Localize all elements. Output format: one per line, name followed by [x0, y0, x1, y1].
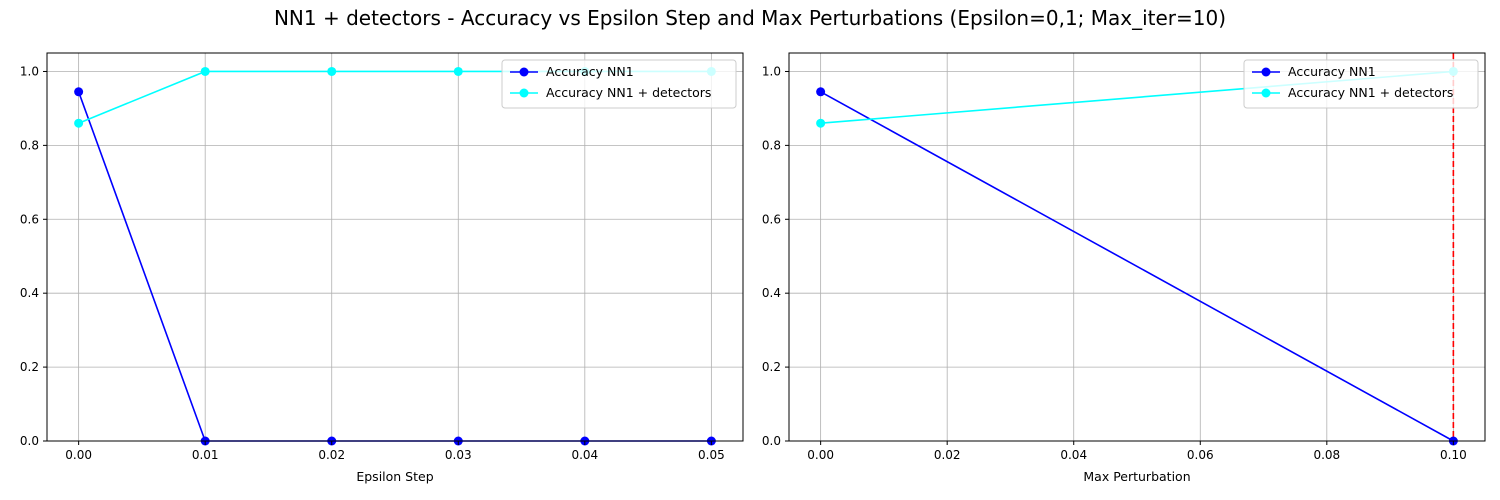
y-tick-label: 0.0	[762, 434, 781, 448]
legend-marker-1	[519, 88, 529, 98]
data-point	[453, 66, 463, 76]
y-tick-label: 0.0	[20, 434, 39, 448]
x-tick-label: 0.02	[318, 448, 345, 462]
y-tick-label: 1.0	[762, 64, 781, 78]
chart-epsilon-step: 0.00 0.01 0.02 0.03 0.04 0.05 0.0 0.2 0.4 0.6 0.8 1…	[20, 52, 744, 484]
x-tick-label: 0.04	[1060, 448, 1087, 462]
legend-marker-0	[519, 67, 529, 77]
legend-marker-1	[1261, 88, 1271, 98]
axes-frame	[788, 52, 1486, 442]
y-tick-label: 0.8	[762, 138, 781, 152]
data-point	[200, 66, 210, 76]
data-point	[816, 118, 826, 128]
data-point	[74, 118, 84, 128]
chart-max-perturbation: 0.00 0.02 0.04 0.06 0.08 0.10 0.0 0.2 0.4 0.6 0.8 1…	[762, 52, 1486, 484]
x-tick-label: 0.08	[1313, 448, 1340, 462]
axes-frame	[46, 52, 744, 442]
x-tick-label: 0.02	[934, 448, 961, 462]
legend-label: Accuracy NN1 + detectors	[546, 85, 711, 100]
legend-box	[1243, 59, 1479, 109]
x-axis-label: Epsilon Step	[356, 469, 433, 484]
x-axis-label: Max Perturbation	[1083, 469, 1190, 484]
legend-box	[501, 59, 737, 109]
y-tick-label: 1.0	[20, 64, 39, 78]
series-line-0	[820, 91, 1454, 442]
data-point	[74, 87, 84, 97]
y-tick-label: 0.6	[20, 212, 39, 226]
legend-marker-0	[1261, 67, 1271, 77]
data-point	[327, 66, 337, 76]
x-tick-label: 0.00	[807, 448, 834, 462]
y-tick-label: 0.2	[20, 360, 39, 374]
x-tick-label: 0.04	[571, 448, 598, 462]
x-tick-label: 0.01	[192, 448, 219, 462]
y-tick-label: 0.4	[20, 286, 39, 300]
figure-title: NN1 + detectors - Accuracy vs Epsilon St…	[273, 6, 1227, 30]
legend-label: Accuracy NN1	[1288, 64, 1376, 79]
legend-label: Accuracy NN1 + detectors	[1288, 85, 1453, 100]
x-tick-label: 0.05	[698, 448, 725, 462]
series-line-0	[77, 91, 712, 442]
x-tick-label: 0.10	[1440, 448, 1467, 462]
y-tick-label: 0.2	[762, 360, 781, 374]
legend-label: Accuracy NN1	[546, 64, 634, 79]
y-tick-label: 0.8	[20, 138, 39, 152]
data-point	[816, 87, 826, 97]
y-tick-label: 0.4	[762, 286, 781, 300]
x-tick-label: 0.00	[65, 448, 92, 462]
legend: Accuracy NN1 Accuracy NN1 + detectors	[1243, 59, 1479, 109]
x-tick-label: 0.06	[1187, 448, 1214, 462]
x-tick-label: 0.03	[445, 448, 472, 462]
legend: Accuracy NN1 Accuracy NN1 + detectors	[501, 59, 737, 109]
y-tick-label: 0.6	[762, 212, 781, 226]
